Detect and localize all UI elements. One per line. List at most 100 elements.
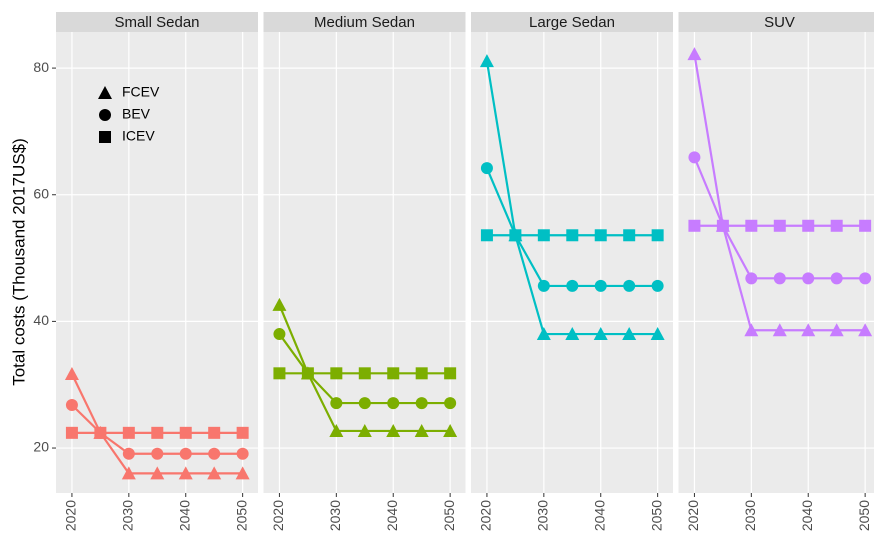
data-point (623, 229, 636, 242)
x-tick-label: 2050 (233, 500, 249, 531)
data-point (235, 466, 250, 480)
legend-symbol (99, 109, 111, 121)
data-point (537, 279, 550, 292)
facet-title: Large Sedan (529, 14, 615, 31)
x-tick-label: 2050 (441, 500, 457, 531)
x-tick-label: 2040 (799, 500, 815, 531)
data-point (536, 327, 551, 341)
data-point (415, 397, 428, 410)
data-point (622, 327, 637, 341)
data-point (480, 162, 493, 175)
y-tick-label: 60 (33, 185, 49, 201)
panel-background (263, 32, 466, 493)
data-point (830, 272, 843, 285)
data-point (179, 426, 192, 439)
data-point (688, 219, 701, 232)
data-point (829, 323, 844, 337)
panel-background (471, 32, 673, 493)
facet-strip (678, 12, 874, 32)
data-point (802, 219, 815, 232)
legend-label: BEV (122, 106, 151, 122)
data-point (358, 367, 371, 380)
data-point (272, 297, 287, 311)
data-point (179, 447, 192, 460)
data-point (415, 367, 428, 380)
data-point (744, 323, 759, 337)
x-tick-label: 2040 (591, 500, 607, 531)
x-tick-label: 2030 (327, 500, 343, 531)
y-tick-label: 80 (33, 59, 49, 75)
data-point (208, 447, 221, 460)
data-point (150, 466, 165, 480)
data-point (151, 447, 164, 460)
data-point (773, 219, 786, 232)
data-point (651, 279, 664, 292)
data-point (273, 328, 286, 341)
data-point (858, 323, 873, 337)
facet-strip (471, 12, 673, 32)
data-point (301, 367, 314, 380)
facet-title: SUV (764, 14, 795, 31)
data-point (151, 426, 164, 439)
facet-strip (263, 12, 466, 32)
data-point (444, 397, 457, 410)
data-point (386, 423, 401, 437)
data-point (801, 323, 816, 337)
x-tick-label: 2040 (176, 500, 192, 531)
x-tick-label: 2020 (685, 500, 701, 531)
data-point (566, 279, 579, 292)
y-tick-label: 20 (33, 439, 49, 455)
data-point (330, 397, 343, 410)
data-point (687, 47, 702, 61)
y-axis-label: Total costs (Thousand 2017US$) (9, 138, 28, 386)
data-point (688, 151, 701, 164)
data-point (859, 272, 872, 285)
facet-title: Medium Sedan (314, 14, 415, 31)
x-tick-label: 2050 (856, 500, 872, 531)
data-point (772, 323, 787, 337)
x-tick-label: 2040 (384, 500, 400, 531)
x-tick-label: 2020 (63, 500, 79, 531)
panel-background (678, 32, 874, 493)
data-point (623, 279, 636, 292)
data-point (65, 426, 78, 439)
data-point (65, 398, 78, 411)
x-tick-label: 2030 (120, 500, 136, 531)
data-point (329, 423, 344, 437)
data-point (121, 466, 136, 480)
panel-background (56, 32, 258, 493)
x-tick-label: 2020 (478, 500, 494, 531)
data-point (122, 447, 135, 460)
data-point (414, 423, 429, 437)
data-point (509, 229, 522, 242)
data-point (594, 279, 607, 292)
facet-title: Small Sedan (114, 14, 199, 31)
x-tick-label: 2020 (270, 500, 286, 531)
data-point (651, 229, 664, 242)
data-point (537, 229, 550, 242)
data-point (64, 366, 79, 380)
legend-label: FCEV (122, 84, 160, 100)
data-point (593, 327, 608, 341)
data-point (178, 466, 193, 480)
data-point (802, 272, 815, 285)
data-point (443, 423, 458, 437)
data-point (122, 426, 135, 439)
y-tick-label: 40 (33, 312, 49, 328)
data-point (565, 327, 580, 341)
data-point (387, 367, 400, 380)
data-point (745, 272, 758, 285)
data-point (330, 367, 343, 380)
x-tick-label: 2030 (742, 500, 758, 531)
data-point (745, 219, 758, 232)
data-point (357, 423, 372, 437)
data-point (358, 397, 371, 410)
data-point (387, 397, 400, 410)
data-point (566, 229, 579, 242)
data-point (859, 219, 872, 232)
data-point (94, 426, 107, 439)
legend-symbol (99, 131, 111, 143)
data-point (594, 229, 607, 242)
data-point (208, 426, 221, 439)
